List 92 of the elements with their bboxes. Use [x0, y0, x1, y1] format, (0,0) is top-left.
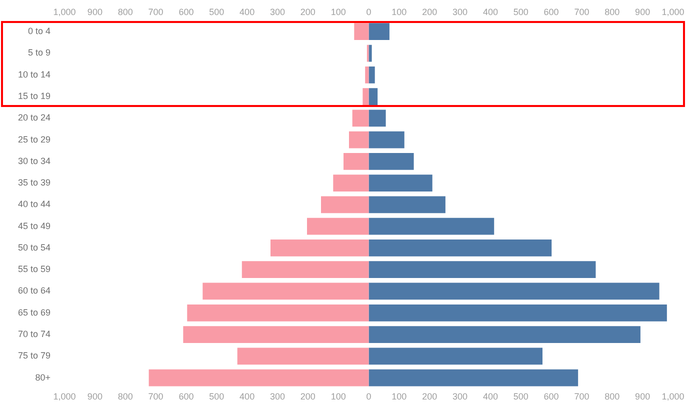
- bar: [365, 66, 369, 84]
- x2-tick-label: 400: [482, 391, 498, 402]
- x2-tick-label: 200: [422, 391, 438, 402]
- x-tick-label: 700: [574, 6, 590, 17]
- x-tick-label: 900: [87, 6, 102, 17]
- bar: [242, 261, 369, 278]
- x2-tick-label: 400: [240, 391, 255, 402]
- x-tick-label: 1,000: [662, 6, 684, 17]
- x2-tick-label: 0: [366, 391, 372, 402]
- bar: [187, 304, 369, 322]
- x2-tick-label: 800: [118, 391, 133, 402]
- x2-tick-label: 700: [574, 391, 590, 402]
- x2-tick-label: 100: [330, 391, 346, 402]
- bar: [183, 326, 369, 343]
- x2-tick-label: 300: [270, 391, 286, 402]
- x-tick-label: 400: [240, 6, 255, 17]
- bar: [368, 326, 640, 343]
- bar: [321, 196, 369, 214]
- bar: [368, 304, 667, 322]
- x-tick-label: 600: [544, 6, 559, 17]
- bar: [202, 282, 369, 300]
- bar: [368, 174, 432, 192]
- x-tick-label: 500: [513, 6, 528, 17]
- bar: [348, 131, 369, 148]
- y-tick-label: 45 to 49: [18, 220, 51, 231]
- y-tick-label: 0 to 4: [28, 26, 51, 36]
- bar: [270, 240, 369, 256]
- y-tick-label: 35 to 39: [18, 178, 51, 188]
- y-tick-label: 75 to 79: [18, 350, 51, 361]
- bar: [368, 261, 596, 278]
- x-tick-label: 100: [392, 6, 407, 17]
- x-tick-label: 200: [300, 6, 316, 17]
- x-tick-label: 700: [148, 6, 164, 17]
- x2-tick-label: 500: [513, 391, 528, 402]
- x-tick-label: 100: [330, 6, 346, 17]
- bar: [148, 369, 369, 386]
- x-tick-label: 800: [604, 6, 620, 17]
- bar: [368, 23, 390, 40]
- bar: [368, 44, 372, 62]
- x-tick-label: 200: [422, 6, 438, 17]
- bar: [344, 152, 369, 170]
- bar: [368, 240, 552, 256]
- bar: [368, 110, 386, 127]
- bar: [237, 348, 369, 365]
- y-tick-label: 20 to 24: [18, 112, 51, 123]
- bar: [368, 196, 446, 214]
- bar: [368, 348, 542, 365]
- bar: [368, 152, 414, 170]
- x-tick-label: 300: [270, 6, 286, 17]
- x-tick-label: 500: [209, 6, 224, 17]
- y-tick-label: 70 to 74: [18, 328, 51, 339]
- bar: [368, 282, 660, 300]
- y-tick-label: 10 to 14: [18, 69, 51, 80]
- x2-tick-label: 500: [209, 391, 224, 402]
- x-tick-label: 400: [482, 6, 498, 17]
- x2-tick-label: 800: [604, 391, 620, 402]
- x-tick-label: 900: [635, 6, 650, 17]
- x2-tick-label: 100: [392, 391, 407, 402]
- x2-tick-label: 900: [635, 391, 650, 402]
- y-tick-label: 40 to 44: [18, 199, 51, 210]
- bar: [368, 66, 375, 84]
- x-tick-label: 0: [366, 6, 372, 17]
- x-tick-label: 300: [452, 6, 468, 17]
- y-tick-label: 55 to 59: [18, 264, 51, 274]
- bar: [354, 23, 369, 40]
- x2-tick-label: 200: [300, 391, 316, 402]
- bar: [368, 88, 378, 105]
- bar: [368, 131, 404, 148]
- x2-tick-label: 900: [87, 391, 102, 402]
- x-tick-label: 1,000: [53, 6, 76, 17]
- x-tick-label: 800: [118, 6, 133, 17]
- y-tick-label: 50 to 54: [18, 242, 51, 252]
- bar: [368, 218, 494, 235]
- bar: [368, 369, 578, 386]
- y-tick-label: 15 to 19: [18, 91, 51, 102]
- y-tick-label: 30 to 34: [18, 156, 51, 166]
- bar: [352, 110, 369, 127]
- bar: [362, 88, 369, 105]
- x-tick-label: 600: [178, 6, 194, 17]
- x2-tick-label: 600: [178, 391, 194, 402]
- x2-tick-label: 600: [544, 391, 559, 402]
- x2-tick-label: 300: [452, 391, 468, 402]
- bar: [333, 174, 369, 192]
- y-tick-label: 60 to 64: [18, 286, 51, 296]
- y-tick-label: 25 to 29: [18, 134, 51, 144]
- y-tick-label: 65 to 69: [18, 307, 51, 318]
- x2-tick-label: 1,000: [53, 391, 76, 402]
- y-tick-label: 5 to 9: [28, 48, 51, 58]
- x2-tick-label: 700: [148, 391, 164, 402]
- y-tick-label: 80+: [35, 372, 51, 382]
- x2-tick-label: 1,000: [662, 391, 684, 402]
- bar: [307, 218, 369, 235]
